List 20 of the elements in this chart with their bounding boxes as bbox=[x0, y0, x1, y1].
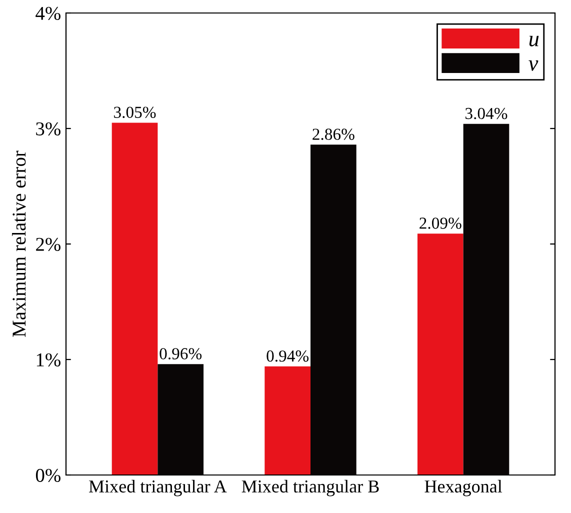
data-label: 2.86% bbox=[312, 128, 354, 140]
bar bbox=[417, 234, 464, 475]
x-tick-label: Hexagonal bbox=[424, 480, 502, 496]
data-label: 3.05% bbox=[114, 106, 156, 118]
bar bbox=[112, 122, 158, 475]
bar bbox=[264, 366, 310, 475]
y-tick-label: 1% bbox=[36, 353, 60, 366]
y-tick-label: 2% bbox=[36, 238, 60, 251]
y-tick-label: 4% bbox=[36, 6, 60, 20]
y-axis-title: Maximum relative error bbox=[12, 150, 26, 337]
data-label: 0.94% bbox=[266, 350, 309, 362]
x-tick-label: Mixed triangular A bbox=[89, 480, 227, 496]
legend-label: u bbox=[529, 36, 539, 46]
y-tick-label: 3% bbox=[36, 122, 60, 136]
x-tick-label: Mixed triangular B bbox=[242, 480, 379, 496]
y-tick-label: 0% bbox=[36, 468, 60, 482]
legend-label: v bbox=[528, 60, 538, 71]
data-label: 3.04% bbox=[466, 108, 508, 120]
data-label: 0.96% bbox=[160, 348, 202, 360]
data-label: 2.09% bbox=[420, 218, 462, 229]
